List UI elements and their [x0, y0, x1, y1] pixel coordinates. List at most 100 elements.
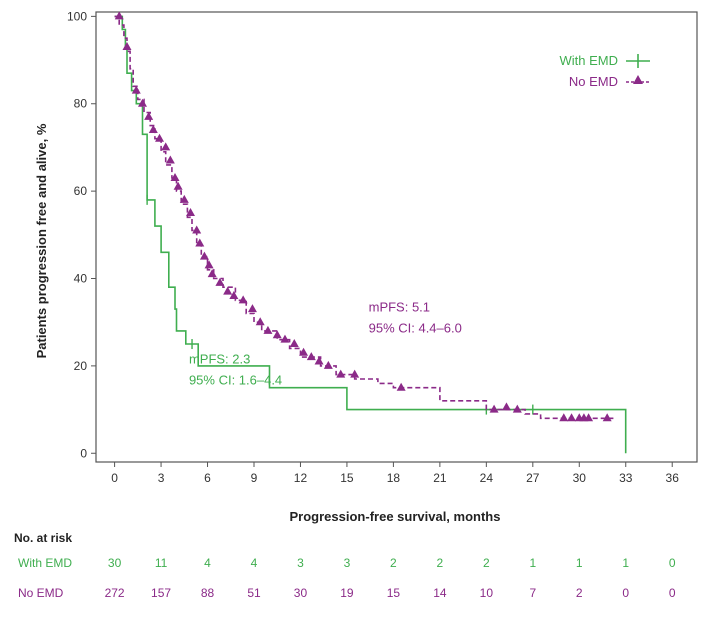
censor-mark-no-emd: [314, 356, 324, 365]
x-tick-label: 21: [433, 471, 447, 485]
censor-mark-no-emd: [247, 304, 257, 313]
x-tick-label: 12: [294, 471, 308, 485]
x-tick-label: 33: [619, 471, 633, 485]
censor-mark-no-emd: [204, 260, 214, 269]
y-tick-label: 0: [80, 446, 87, 460]
risk-value-no-emd: 19: [340, 586, 354, 600]
x-tick-label: 9: [251, 471, 258, 485]
legend-label-with-emd: With EMD: [560, 53, 619, 68]
risk-value-with-emd: 3: [297, 556, 304, 570]
censor-mark-no-emd: [584, 413, 594, 422]
series-line-with-emd: [114, 15, 627, 454]
censor-mark-no-emd: [223, 286, 233, 295]
censor-mark-no-emd: [179, 194, 189, 203]
risk-value-no-emd: 30: [294, 586, 308, 600]
censor-mark-no-emd: [396, 382, 406, 391]
censor-mark-no-emd: [299, 347, 309, 356]
annotation-with-emd-line2: 95% CI: 1.6–4.4: [189, 373, 282, 388]
censor-mark-no-emd: [161, 142, 171, 151]
risk-value-no-emd: 10: [480, 586, 494, 600]
censor-mark-no-emd: [165, 155, 175, 164]
risk-value-with-emd: 2: [483, 556, 490, 570]
risk-value-with-emd: 4: [251, 556, 258, 570]
censor-mark-no-emd: [272, 330, 282, 339]
censor-mark-no-emd: [489, 404, 499, 413]
censor-mark-no-emd: [567, 413, 577, 422]
risk-value-no-emd: 157: [151, 586, 171, 600]
risk-value-no-emd: 0: [622, 586, 629, 600]
censor-mark-no-emd: [137, 98, 147, 107]
censor-mark-no-emd: [289, 339, 299, 348]
y-tick-label: 40: [74, 272, 88, 286]
x-tick-label: 15: [340, 471, 354, 485]
censor-mark-no-emd: [192, 225, 202, 234]
x-tick-label: 24: [480, 471, 494, 485]
y-tick-label: 80: [74, 97, 88, 111]
risk-value-with-emd: 3: [344, 556, 351, 570]
censor-mark-no-emd: [131, 85, 141, 94]
risk-row-label-no-emd: No EMD: [18, 586, 64, 600]
legend-label-no-emd: No EMD: [569, 74, 618, 89]
x-tick-label: 18: [387, 471, 401, 485]
risk-row-label-with-emd: With EMD: [18, 556, 72, 570]
risk-value-with-emd: 2: [437, 556, 444, 570]
censor-mark-no-emd: [263, 325, 273, 334]
risk-value-no-emd: 7: [529, 586, 536, 600]
x-tick-label: 6: [204, 471, 211, 485]
y-tick-label: 100: [67, 9, 87, 23]
censor-mark-no-emd: [306, 352, 316, 361]
censor-mark-no-emd: [336, 369, 346, 378]
annotation-no-emd-line2: 95% CI: 4.4–6.0: [369, 320, 462, 335]
legend-symbol-no-emd: [626, 75, 650, 84]
censor-mark-no-emd: [280, 334, 290, 343]
x-tick-label: 36: [666, 471, 680, 485]
risk-value-with-emd: 2: [390, 556, 397, 570]
censor-mark-no-emd: [148, 124, 158, 133]
risk-value-no-emd: 272: [105, 586, 125, 600]
risk-value-with-emd: 1: [576, 556, 583, 570]
censor-mark-no-emd: [199, 251, 209, 260]
censor-mark-no-emd: [207, 269, 217, 278]
risk-value-no-emd: 2: [576, 586, 583, 600]
censor-mark-no-emd: [185, 207, 195, 216]
censor-mark-no-emd: [501, 402, 511, 411]
y-tick-label: 20: [74, 359, 88, 373]
censor-mark-no-emd: [229, 290, 239, 299]
x-tick-label: 3: [158, 471, 165, 485]
censor-mark-no-emd: [559, 413, 569, 422]
risk-value-no-emd: 14: [433, 586, 447, 600]
censor-mark-no-emd: [114, 11, 124, 20]
y-axis-label: Patients progression free and alive, %: [34, 123, 49, 358]
censor-mark-no-emd: [350, 369, 360, 378]
censor-mark-no-emd: [173, 181, 183, 190]
censor-mark-no-emd: [122, 41, 132, 50]
censor-mark-no-emd: [238, 295, 248, 304]
censor-mark-no-emd: [602, 413, 612, 422]
risk-value-no-emd: 88: [201, 586, 215, 600]
censor-mark-no-emd: [170, 173, 180, 182]
risk-value-with-emd: 4: [204, 556, 211, 570]
risk-value-no-emd: 51: [247, 586, 261, 600]
censor-mark-no-emd: [155, 133, 165, 142]
plot-frame: [95, 11, 698, 463]
annotation-no-emd-line1: mPFS: 5.1: [369, 299, 430, 314]
censor-mark-no-emd: [195, 238, 205, 247]
censor-mark-no-emd: [144, 111, 154, 120]
legend-symbol-with-emd: [626, 54, 650, 68]
x-tick-label: 0: [111, 471, 118, 485]
risk-value-with-emd: 0: [669, 556, 676, 570]
x-tick-label: 27: [526, 471, 540, 485]
risk-value-with-emd: 30: [108, 556, 122, 570]
y-tick-label: 60: [74, 184, 88, 198]
x-tick-label: 30: [573, 471, 587, 485]
risk-value-with-emd: 1: [529, 556, 536, 570]
risk-value-no-emd: 15: [387, 586, 401, 600]
censor-mark-no-emd: [512, 404, 522, 413]
censor-mark-no-emd: [323, 360, 333, 369]
risk-value-with-emd: 1: [622, 556, 629, 570]
risk-table-title: No. at risk: [14, 531, 72, 545]
